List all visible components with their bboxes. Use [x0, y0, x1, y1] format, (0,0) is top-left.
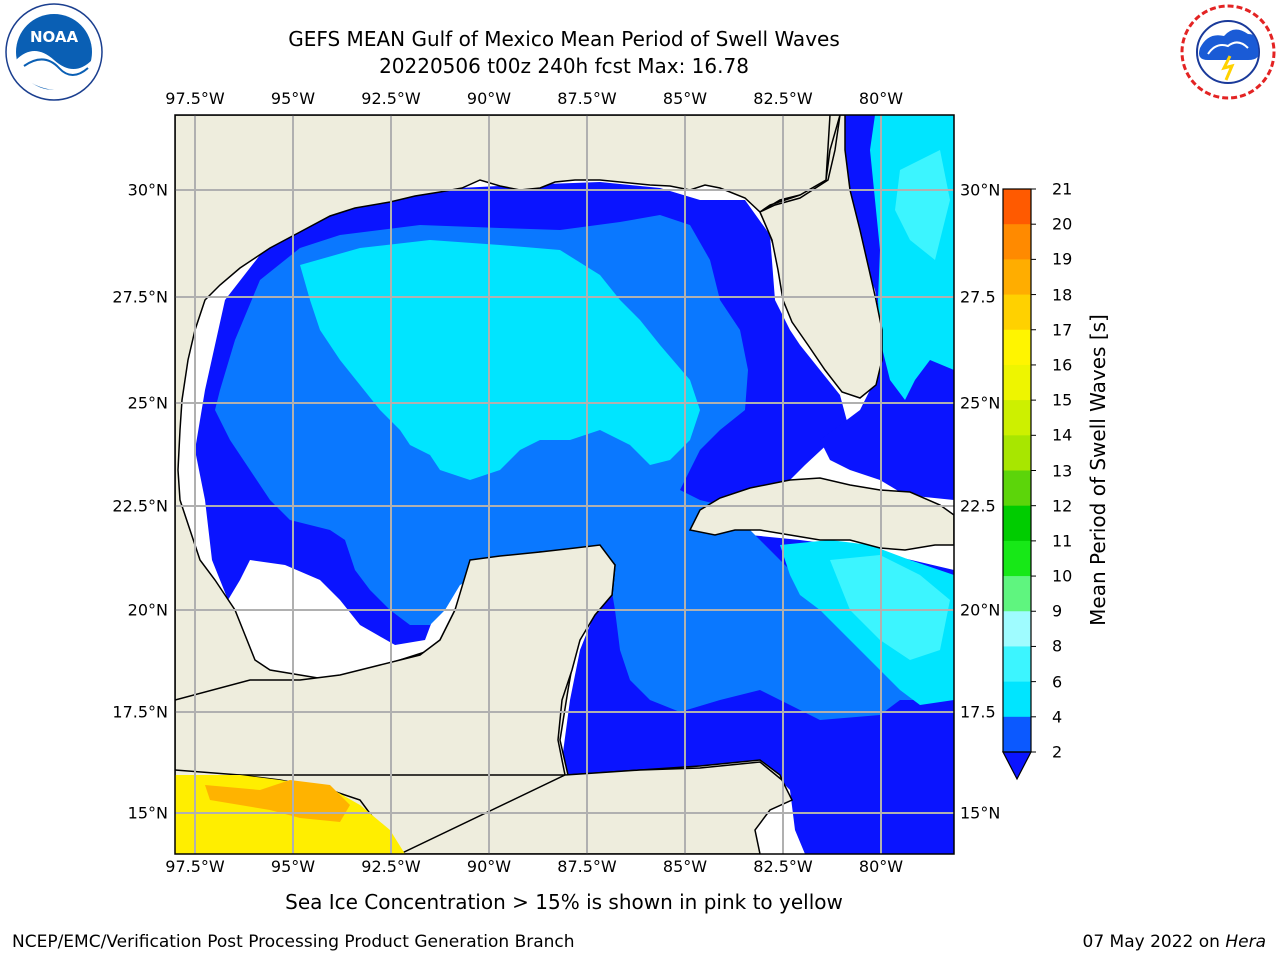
lon-label-top: 90°W: [466, 89, 512, 108]
lat-label-right: 30°N: [960, 180, 1001, 200]
colorbar-tick-label: 6: [1052, 672, 1063, 692]
colorbar-segment: [1003, 364, 1031, 401]
lat-label-left: 27.5°N: [112, 287, 168, 307]
colorbar-segment: [1003, 189, 1031, 225]
sea-ice-caption: Sea Ice Concentration > 15% is shown in …: [285, 890, 843, 914]
lon-label-top: 97.5°W: [165, 89, 225, 108]
colorbar-tick-label: 4: [1052, 707, 1063, 727]
lon-label-bottom: 82.5°W: [753, 857, 813, 876]
lat-label-right: 17.5: [960, 702, 996, 722]
lat-label-right: 20°N: [960, 600, 1001, 620]
lat-label-left: 22.5°N: [112, 496, 168, 516]
lon-label-top: 95°W: [270, 89, 316, 108]
lon-label-bottom: 97.5°W: [165, 857, 225, 876]
colorbar-under-arrow: [1002, 751, 1032, 781]
colorbar-label: Mean Period of Swell Waves [s]: [1086, 314, 1110, 626]
colorbar-tick-label: 16: [1052, 355, 1073, 375]
colorbar-segment: [1003, 611, 1031, 647]
lon-label-top: 85°W: [662, 89, 708, 108]
colorbar-segment: [1003, 646, 1031, 683]
colorbar-segment: [1003, 435, 1031, 471]
lon-label-bottom: 85°W: [662, 857, 708, 876]
lon-label-bottom: 95°W: [270, 857, 316, 876]
lat-label-left: 17.5°N: [112, 702, 168, 722]
colorbar: [1002, 188, 1036, 781]
colorbar-segment: [1003, 681, 1031, 718]
ice-field-orange: [205, 780, 350, 822]
colorbar-tick-label: 20: [1052, 214, 1073, 234]
colorbar-segment: [1003, 329, 1031, 366]
lat-label-left: 30°N: [127, 180, 168, 200]
footer-credit: NCEP/EMC/Verification Post Processing Pr…: [12, 932, 575, 952]
colorbar-segment: [1003, 540, 1031, 577]
colorbar-tick-label: 9: [1052, 601, 1063, 621]
lat-label-right: 22.5: [960, 496, 996, 516]
colorbar-segment: [1003, 224, 1031, 260]
colorbar-segment: [1003, 716, 1031, 753]
lon-label-top: 82.5°W: [753, 89, 813, 108]
footer-machine: Hera: [1225, 932, 1266, 952]
lon-label-bottom: 80°W: [858, 857, 904, 876]
colorbar-tick-label: 18: [1052, 285, 1073, 305]
lat-label-left: 25°N: [127, 393, 168, 413]
footer-date-text: 07 May 2022 on: [1082, 932, 1226, 952]
swell-zone-cyan: [300, 240, 700, 480]
colorbar-segment: [1003, 505, 1031, 542]
colorbar-tick-label: 10: [1052, 566, 1073, 586]
lon-label-bottom: 92.5°W: [361, 857, 421, 876]
svg-text:NOAA: NOAA: [30, 28, 79, 46]
lat-label-left: 15°N: [127, 803, 168, 823]
land-cuba: [688, 477, 954, 551]
lat-label-right: 27.5: [960, 287, 996, 307]
lon-label-top: 87.5°W: [557, 89, 617, 108]
lat-label-right: 25°N: [960, 393, 1001, 413]
lat-label-left: 20°N: [127, 600, 168, 620]
lon-label-top: 92.5°W: [361, 89, 421, 108]
lon-label-bottom: 90°W: [466, 857, 512, 876]
nws-logo: [1180, 4, 1276, 100]
colorbar-segment: [1003, 294, 1031, 331]
colorbar-tick-label: 13: [1052, 461, 1073, 480]
colorbar-tick-label: 21: [1052, 179, 1073, 199]
lat-label-right: 15°N: [960, 803, 1001, 823]
colorbar-tick-label: 14: [1052, 425, 1073, 445]
lon-label-bottom: 87.5°W: [557, 857, 617, 876]
colorbar-segment: [1003, 259, 1031, 296]
map-graticule: [175, 115, 954, 854]
colorbar-tick-label: 2: [1052, 742, 1063, 762]
lon-label-top: 80°W: [858, 89, 904, 108]
map-title: GEFS MEAN Gulf of Mexico Mean Period of …: [288, 27, 840, 51]
map-subtitle: 20220506 t00z 240h fcst Max: 16.78: [379, 54, 749, 78]
colorbar-tick-label: 17: [1052, 320, 1073, 340]
colorbar-segment: [1003, 576, 1031, 612]
colorbar-tick-label: 12: [1052, 496, 1073, 516]
colorbar-segment: [1003, 470, 1031, 507]
colorbar-segment: [1003, 400, 1031, 436]
colorbar-tick-label: 8: [1052, 636, 1063, 656]
colorbar-tick-label: 15: [1052, 390, 1073, 410]
noaa-logo: NOAA: [5, 3, 103, 101]
footer-date: 07 May 2022 on Hera: [1083, 932, 1267, 952]
colorbar-tick-label: 19: [1052, 249, 1073, 269]
colorbar-tick-label: 11: [1052, 531, 1073, 551]
